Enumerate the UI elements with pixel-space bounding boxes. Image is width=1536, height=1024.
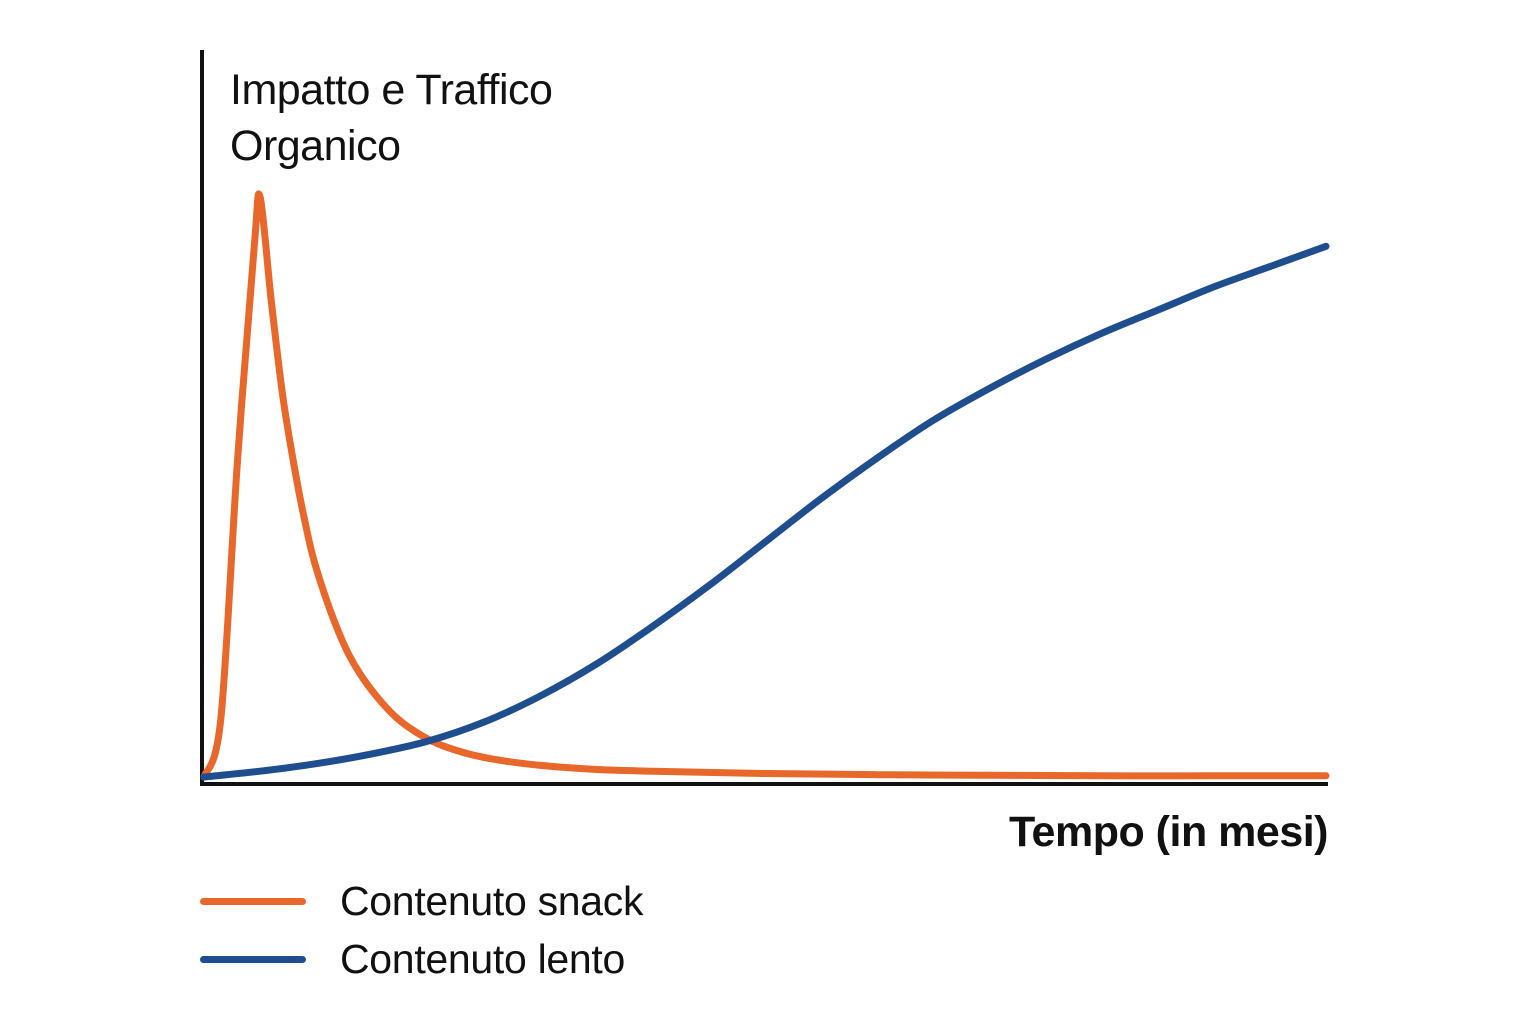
legend: Contenuto snack Contenuto lento [200, 872, 644, 988]
legend-item-snack: Contenuto snack [200, 872, 644, 930]
x-axis-title: Tempo (in mesi) [1008, 808, 1329, 856]
legend-item-lento: Contenuto lento [200, 930, 643, 988]
series-layer [200, 190, 1330, 781]
legend-label-lento: Contenuto lento [340, 935, 626, 982]
series-line-lento [200, 242, 1330, 781]
legend-swatch-lento [200, 955, 306, 963]
legend-label-snack: Contenuto snack [340, 877, 644, 924]
series-line-snack [200, 190, 1330, 781]
legend-swatch-snack [200, 897, 306, 905]
y-axis-title: Impatto e Traffico Organico [230, 66, 553, 170]
